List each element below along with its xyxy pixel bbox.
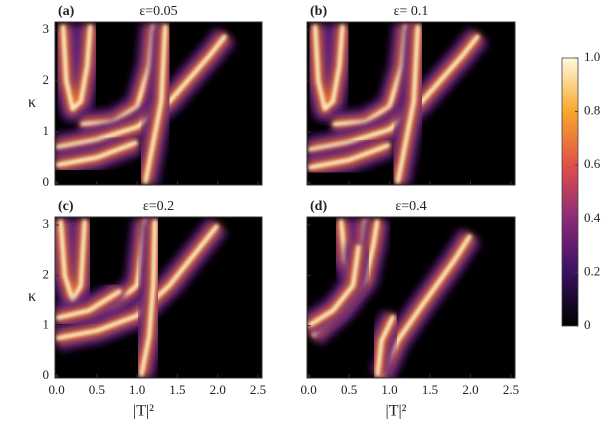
- density-core: [139, 219, 157, 377]
- y-tick-label: 2: [43, 72, 50, 87]
- plot-frame: [306, 21, 516, 186]
- x-tick-label: 0.0: [300, 382, 316, 397]
- y-tick-label: 3: [43, 21, 50, 36]
- x-tick-label: 1.5: [422, 382, 438, 397]
- colorbar-tick-label: 0.6: [584, 156, 601, 171]
- colorbar: [561, 57, 579, 327]
- x-tick-label: 0.0: [48, 382, 64, 397]
- x-tick-label: 2.5: [250, 382, 266, 397]
- density-core: [80, 24, 156, 127]
- density-map: [307, 217, 482, 378]
- density-core: [395, 24, 420, 184]
- y-tick-label: 0: [43, 174, 50, 189]
- x-tick-label: 1.0: [381, 382, 397, 397]
- density-core: [56, 140, 138, 168]
- y-tick-label: 3: [43, 216, 50, 231]
- panel-title: ε= 0.1: [394, 4, 429, 19]
- y-tick-label: 0: [43, 367, 50, 382]
- x-axis-label: |T|²: [133, 403, 154, 420]
- density-core: [313, 24, 345, 112]
- x-tick-label: 0.5: [89, 382, 105, 397]
- x-tick-label: 2.0: [210, 382, 226, 397]
- density-core: [61, 24, 93, 112]
- x-tick-label: 0.5: [341, 382, 357, 397]
- panel-title: ε=0.2: [143, 199, 174, 214]
- density-core: [375, 314, 396, 377]
- colorbar-tick-label: 0.2: [584, 263, 600, 278]
- density-core: [143, 24, 168, 184]
- y-tick-label: 2: [43, 266, 50, 281]
- x-tick-label: 2.0: [462, 382, 478, 397]
- x-tick-label: 1.0: [129, 382, 145, 397]
- panel-title: ε=0.4: [395, 199, 426, 214]
- panel-label: (c): [58, 199, 74, 214]
- density-map: [55, 23, 236, 185]
- panel-label: (d): [310, 199, 327, 214]
- panel-title: ε=0.05: [139, 4, 177, 19]
- y-tick-label: 1: [43, 123, 50, 138]
- density-core: [307, 244, 361, 328]
- colorbar-tick-label: 1.0: [584, 49, 600, 64]
- panel-label: (b): [310, 4, 327, 19]
- x-tick-label: 1.5: [169, 382, 185, 397]
- x-axis-label: |T|²: [386, 403, 407, 420]
- panel-label: (a): [58, 4, 75, 19]
- density-map: [307, 23, 489, 185]
- colorbar-tick-label: 0: [584, 317, 591, 332]
- plot-frame: [306, 216, 516, 379]
- colorbar-tick-label: 0.4: [584, 210, 601, 225]
- plot-frame: [54, 216, 263, 379]
- density-core: [332, 24, 408, 127]
- y-tick-label: 1: [43, 317, 50, 332]
- y-axis-label: κ: [28, 94, 36, 111]
- density-core: [308, 142, 391, 170]
- density-core: [56, 288, 123, 321]
- density-map: [55, 217, 228, 378]
- colorbar-tick-label: 0.8: [584, 103, 600, 118]
- plot-frame: [54, 21, 263, 186]
- x-tick-label: 2.5: [503, 382, 519, 397]
- y-axis-label: κ: [28, 288, 36, 305]
- density-core: [58, 219, 87, 303]
